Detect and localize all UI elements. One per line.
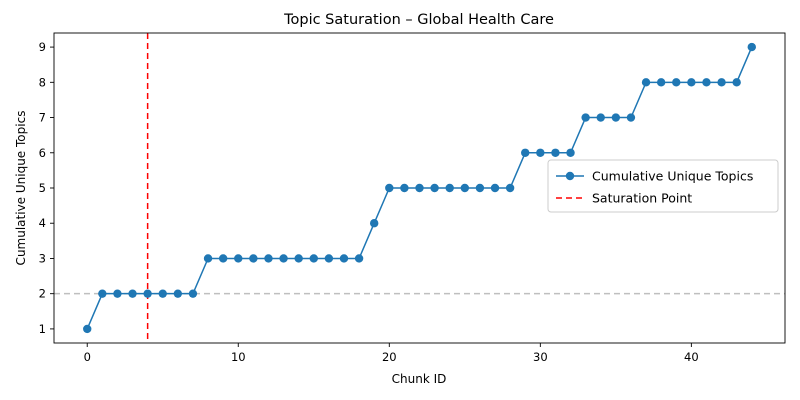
data-point xyxy=(656,78,666,87)
legend-series-marker xyxy=(565,171,575,181)
x-tick-label: 20 xyxy=(382,350,397,364)
data-point xyxy=(672,78,681,87)
data-point xyxy=(747,42,756,52)
data-point xyxy=(294,254,303,263)
data-point xyxy=(98,289,107,298)
y-axis-label: Cumulative Unique Topics xyxy=(14,111,28,266)
data-point xyxy=(369,219,379,228)
data-point xyxy=(203,254,213,263)
data-point xyxy=(702,78,711,87)
legend: Cumulative Unique Topics Saturation Point xyxy=(547,159,779,213)
data-point xyxy=(173,289,183,298)
x-tick-label: 10 xyxy=(231,350,246,364)
y-tick-label: 1 xyxy=(39,322,46,336)
plot-area: 0 10 20 30 40 1 2 3 4 5 6 7 8 9 xyxy=(39,32,786,364)
data-point xyxy=(415,183,424,193)
legend-saturation-label: Saturation Point xyxy=(592,191,692,206)
data-point xyxy=(717,78,726,87)
x-tick-label: 0 xyxy=(84,350,91,364)
data-point xyxy=(687,78,696,87)
data-point xyxy=(339,254,349,263)
data-point xyxy=(490,183,500,193)
x-tick-label: 40 xyxy=(684,350,699,364)
data-point xyxy=(641,78,651,87)
data-point xyxy=(113,289,122,298)
data-point xyxy=(430,183,439,193)
data-point xyxy=(249,254,258,263)
data-point xyxy=(354,254,364,263)
data-point xyxy=(279,254,288,263)
data-point xyxy=(566,148,575,157)
data-point xyxy=(324,254,334,263)
data-point xyxy=(626,113,636,122)
data-point xyxy=(445,183,454,193)
legend-box xyxy=(547,159,779,213)
y-tick-label: 7 xyxy=(39,111,46,125)
data-point xyxy=(581,113,590,122)
data-point xyxy=(158,289,167,298)
data-point xyxy=(460,183,470,193)
data-point xyxy=(188,289,198,298)
y-tick-label: 3 xyxy=(39,251,46,265)
data-point xyxy=(551,148,560,157)
data-point xyxy=(475,183,485,193)
data-point xyxy=(385,183,394,193)
data-point xyxy=(400,183,409,193)
data-point xyxy=(536,148,545,157)
data-point xyxy=(83,324,92,334)
y-tick-label: 6 xyxy=(39,146,46,160)
data-point xyxy=(596,113,605,122)
data-point xyxy=(234,254,243,263)
x-tick-label: 30 xyxy=(533,350,548,364)
y-tick-label: 2 xyxy=(39,287,46,301)
legend-series-label: Cumulative Unique Topics xyxy=(592,169,753,184)
y-tick-label: 9 xyxy=(39,40,46,54)
data-point xyxy=(264,254,273,263)
data-point xyxy=(309,254,318,263)
x-axis-label: Chunk ID xyxy=(392,372,447,386)
data-point xyxy=(521,148,530,157)
data-point xyxy=(732,78,741,87)
data-point xyxy=(128,289,137,298)
chart-title: Topic Saturation – Global Health Care xyxy=(283,12,554,28)
data-point xyxy=(218,254,228,263)
data-point xyxy=(143,289,152,298)
y-tick-label: 4 xyxy=(39,216,46,230)
y-tick-label: 5 xyxy=(39,181,46,195)
data-point xyxy=(505,183,515,193)
y-tick-label: 8 xyxy=(39,75,46,89)
data-point xyxy=(611,113,621,122)
